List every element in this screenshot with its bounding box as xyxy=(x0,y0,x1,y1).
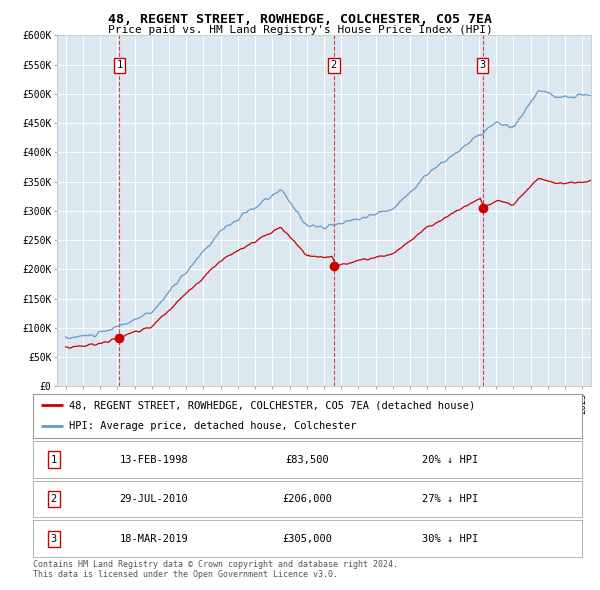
Text: HPI: Average price, detached house, Colchester: HPI: Average price, detached house, Colc… xyxy=(68,421,356,431)
Text: 2: 2 xyxy=(51,494,57,504)
Text: 3: 3 xyxy=(479,60,486,70)
Text: 3: 3 xyxy=(51,534,57,543)
Text: 1: 1 xyxy=(116,60,122,70)
Text: 48, REGENT STREET, ROWHEDGE, COLCHESTER, CO5 7EA (detached house): 48, REGENT STREET, ROWHEDGE, COLCHESTER,… xyxy=(68,400,475,410)
Text: 29-JUL-2010: 29-JUL-2010 xyxy=(119,494,188,504)
Text: £83,500: £83,500 xyxy=(286,455,329,464)
Text: 1: 1 xyxy=(51,455,57,464)
Text: 18-MAR-2019: 18-MAR-2019 xyxy=(119,534,188,543)
Text: £206,000: £206,000 xyxy=(283,494,332,504)
Text: 30% ↓ HPI: 30% ↓ HPI xyxy=(422,534,478,543)
Text: £305,000: £305,000 xyxy=(283,534,332,543)
Text: Price paid vs. HM Land Registry's House Price Index (HPI): Price paid vs. HM Land Registry's House … xyxy=(107,25,493,35)
Text: 48, REGENT STREET, ROWHEDGE, COLCHESTER, CO5 7EA: 48, REGENT STREET, ROWHEDGE, COLCHESTER,… xyxy=(108,13,492,26)
Text: 2: 2 xyxy=(331,60,337,70)
Text: Contains HM Land Registry data © Crown copyright and database right 2024.
This d: Contains HM Land Registry data © Crown c… xyxy=(33,560,398,579)
Text: 13-FEB-1998: 13-FEB-1998 xyxy=(119,455,188,464)
Text: 27% ↓ HPI: 27% ↓ HPI xyxy=(422,494,478,504)
Text: 20% ↓ HPI: 20% ↓ HPI xyxy=(422,455,478,464)
